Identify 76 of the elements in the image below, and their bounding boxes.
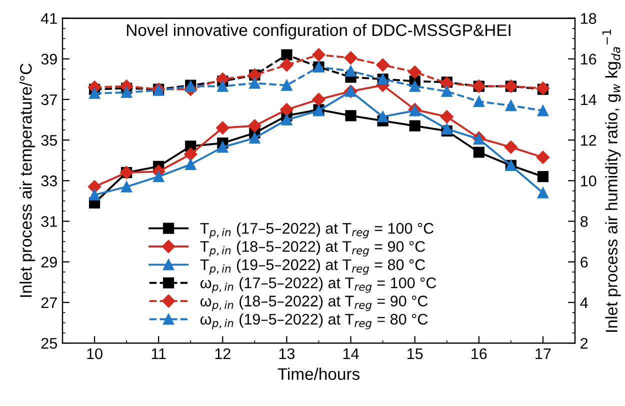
x-axis-title: Time/hours [278, 368, 360, 380]
chart-title: Novel innovative configuration of DDC-MSSGP&HEI [126, 24, 510, 40]
y2-tick-label: 14 [581, 94, 596, 106]
point [281, 49, 292, 60]
point [249, 78, 260, 89]
point [537, 187, 549, 198]
point [536, 150, 550, 164]
point [281, 80, 292, 91]
y-axis-title: Inlet process air temperature/°C [20, 64, 36, 297]
point [184, 148, 198, 161]
point [88, 180, 102, 194]
point [88, 88, 100, 99]
y2-tick-label: 4 [580, 297, 588, 308]
y-tick-label: 39 [41, 54, 57, 65]
point [249, 132, 260, 144]
y2-tick-label: 18 [581, 13, 596, 24]
point [217, 142, 228, 153]
legend-label: ω$_{p,in}$ (18–5–2022) at T$_{reg}$ = 90 °C [200, 295, 428, 312]
legend-label: ω$_{p,in}$ (17–5–2022) at T$_{reg}$ = 100 °C [200, 277, 436, 293]
point [377, 111, 388, 122]
legend-label: T$_{p,in}$ (19–5–2022) at T$_{reg}$ = 80 °C [200, 258, 426, 275]
x-tick-label: 17 [536, 348, 551, 360]
point [88, 189, 100, 200]
point [473, 134, 484, 145]
point [121, 181, 132, 192]
y-tick-label: 25 [41, 338, 57, 349]
y-tick-label: 27 [41, 297, 57, 308]
point [185, 158, 196, 170]
x-tick-label: 16 [472, 348, 487, 360]
legend-label: T$_{p,in}$ (17–5–2022) at T$_{reg}$ = 100 °C [200, 222, 434, 238]
point [505, 100, 516, 112]
point [409, 80, 420, 92]
point [441, 86, 452, 97]
y2-tick-label: 2 [580, 338, 588, 349]
y-tick-label: 31 [41, 216, 57, 227]
x-tick-label: 11 [152, 348, 166, 360]
y-tick-label: 33 [41, 176, 57, 186]
y2-tick-label: 6 [580, 256, 588, 268]
point [280, 103, 294, 116]
x-tick-label: 13 [279, 348, 295, 360]
y-tick-label: 29 [41, 256, 57, 268]
point [504, 140, 518, 154]
legend-label: T$_{p,in}$ (18–5–2022) at T$_{reg}$ = 90 °C [200, 240, 426, 257]
point [473, 146, 484, 158]
point [217, 80, 228, 92]
point [312, 92, 326, 106]
point [280, 58, 294, 72]
point [345, 110, 356, 122]
y2-tick-label: 12 [581, 134, 596, 146]
y-tick-label: 35 [41, 134, 57, 146]
x-tick-label: 12 [215, 348, 230, 360]
point [216, 121, 230, 134]
point [408, 65, 422, 79]
point [409, 120, 420, 132]
point [312, 48, 326, 62]
x-tick-label: 15 [408, 348, 423, 360]
point [248, 119, 262, 132]
point [121, 86, 132, 98]
point [281, 114, 292, 126]
point [473, 96, 484, 108]
point [537, 171, 549, 182]
point [537, 105, 549, 116]
y2-tick-label: 10 [581, 176, 596, 186]
y-tick-label: 41 [41, 13, 57, 24]
x-tick-label: 14 [343, 348, 359, 360]
y2-axis-title: Inlet process air humidity ratio, g$_{w}$ kg$_{da}$$^{−1}$ [602, 30, 621, 332]
y2-tick-label: 8 [580, 216, 588, 227]
legend-label: ω$_{p,in}$ (19–5–2022) at T$_{reg}$ = 80 °C [200, 313, 428, 330]
point [376, 58, 390, 72]
point [440, 110, 454, 124]
point [344, 51, 358, 64]
y-tick-label: 37 [41, 94, 57, 106]
point [345, 65, 356, 77]
y2-tick-label: 16 [581, 54, 596, 65]
x-tick-label: 10 [87, 348, 102, 360]
point [153, 171, 164, 182]
